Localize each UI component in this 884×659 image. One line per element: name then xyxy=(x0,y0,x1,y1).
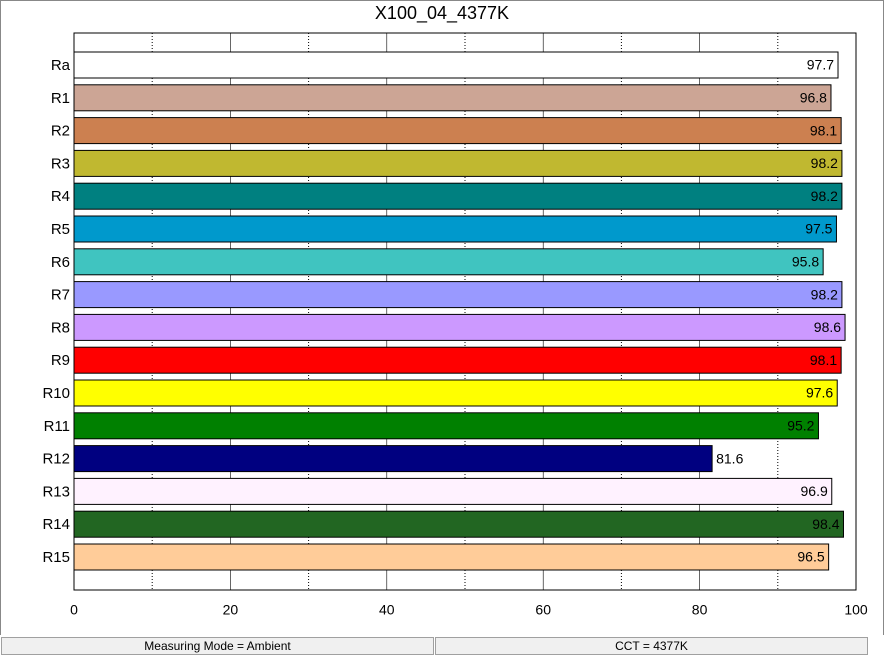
y-tick-label: R1 xyxy=(51,90,70,107)
y-tick-label: Ra xyxy=(51,57,71,74)
y-tick-label: R4 xyxy=(51,188,70,205)
value-label: 95.8 xyxy=(792,254,819,270)
value-label: 98.1 xyxy=(810,122,837,138)
status-cct: CCT = 4377K xyxy=(435,637,868,655)
value-label: 97.6 xyxy=(806,385,833,401)
bar xyxy=(73,248,824,276)
bar xyxy=(73,346,842,374)
x-tick-label: 0 xyxy=(70,602,78,618)
bar xyxy=(73,215,837,243)
x-tick-label: 40 xyxy=(379,602,395,618)
y-tick-label: R8 xyxy=(51,319,70,336)
y-tick-label: R2 xyxy=(51,123,70,140)
bar xyxy=(73,182,843,210)
x-tick-label: 100 xyxy=(844,602,868,618)
x-tick-label: 60 xyxy=(535,602,551,618)
bar xyxy=(73,84,832,112)
bar xyxy=(73,117,842,145)
bar xyxy=(73,412,819,440)
chart-title: X100_04_4377K xyxy=(375,3,509,24)
y-tick-label: R11 xyxy=(44,418,70,435)
y-tick-label: R6 xyxy=(51,254,70,271)
value-label: 97.5 xyxy=(805,221,832,237)
chart: X100_04_4377K 0 20 40 60 80 100 Ra 97.7 R1 96.8 R2… xyxy=(0,0,884,635)
y-tick-label: R5 xyxy=(51,221,70,238)
bar xyxy=(73,379,838,407)
y-tick-label: R14 xyxy=(42,516,70,533)
value-label: 98.4 xyxy=(812,516,839,532)
status-mode: Measuring Mode = Ambient xyxy=(1,637,434,655)
value-label: 98.6 xyxy=(814,319,841,335)
value-label: 98.1 xyxy=(810,352,837,368)
bar xyxy=(73,313,846,341)
bar xyxy=(73,445,713,473)
value-label: 96.8 xyxy=(800,90,827,106)
value-label: 98.2 xyxy=(811,155,838,171)
y-tick-label: R9 xyxy=(51,352,70,369)
y-tick-label: R3 xyxy=(51,155,70,172)
bar xyxy=(73,510,844,538)
value-label: 96.5 xyxy=(797,549,824,565)
x-tick-label: 20 xyxy=(223,602,239,618)
bar xyxy=(73,281,843,309)
value-label: 96.9 xyxy=(801,483,828,499)
y-tick-label: R7 xyxy=(51,287,70,304)
y-tick-label: R12 xyxy=(42,451,70,468)
y-tick-label: R10 xyxy=(42,385,70,402)
bar xyxy=(73,149,843,177)
value-label: 81.6 xyxy=(716,450,743,466)
bar xyxy=(73,543,830,571)
y-tick-label: R15 xyxy=(42,549,70,566)
bar xyxy=(73,51,839,79)
x-tick-label: 80 xyxy=(692,602,708,618)
y-tick-label: R13 xyxy=(42,483,70,500)
value-label: 98.2 xyxy=(811,188,838,204)
plot-frame xyxy=(73,32,857,591)
value-label: 98.2 xyxy=(811,286,838,302)
bar xyxy=(73,477,833,505)
value-label: 97.7 xyxy=(807,57,834,73)
value-label: 95.2 xyxy=(787,418,814,434)
